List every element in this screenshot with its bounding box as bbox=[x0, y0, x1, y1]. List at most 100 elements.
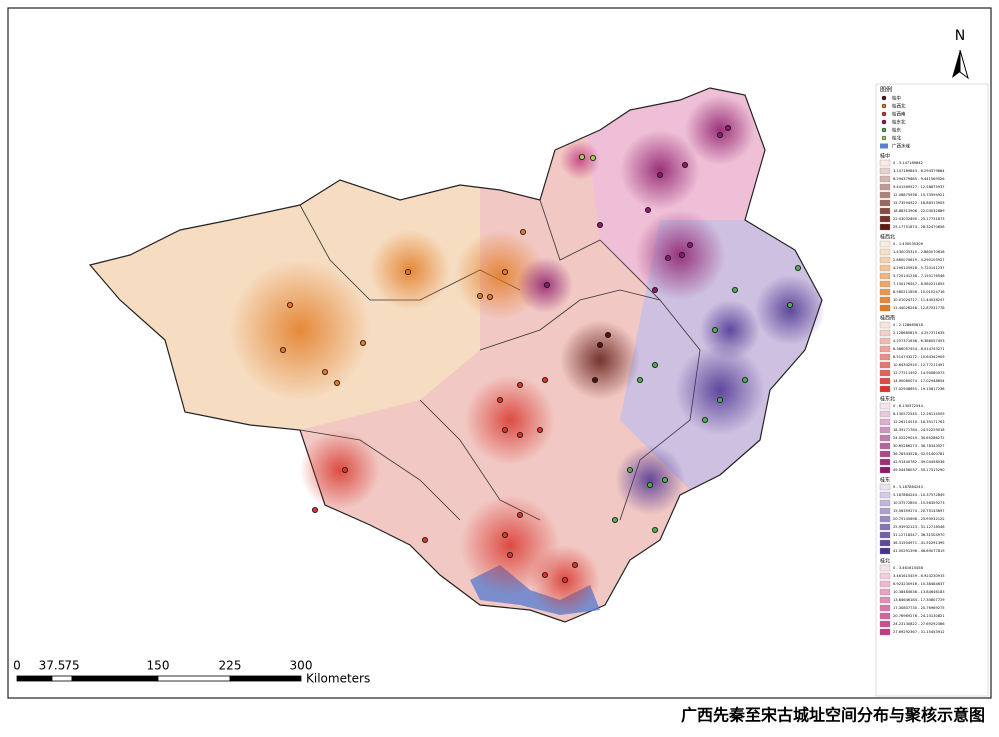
legend-symbol bbox=[881, 135, 887, 141]
legend-swatch bbox=[879, 418, 891, 426]
legend-swatch bbox=[879, 321, 891, 329]
legend-label: 桂中 bbox=[892, 95, 901, 102]
site-point bbox=[612, 517, 619, 524]
site-point bbox=[717, 131, 724, 138]
legend-label: 42.91400782 - 49.04458036 bbox=[893, 460, 945, 464]
legend-swatch bbox=[879, 159, 891, 167]
site-point bbox=[592, 376, 599, 383]
legend-label: 12.58875938 - 15.73594921 bbox=[893, 193, 945, 197]
legend-symbol bbox=[881, 111, 887, 117]
legend-swatch bbox=[879, 361, 891, 369]
legend-label: 24.23130822 - 27.69292366 bbox=[893, 622, 945, 626]
site-point bbox=[321, 368, 328, 375]
legend-swatch bbox=[879, 191, 891, 199]
legend-swatch bbox=[879, 547, 891, 555]
legend-swatch bbox=[879, 288, 891, 296]
legend-label: 6.294379685 - 9.441569526 bbox=[893, 177, 945, 181]
legend-swatch bbox=[879, 612, 891, 620]
site-point bbox=[742, 376, 749, 383]
site-point bbox=[665, 254, 672, 261]
legend-label: 2.860070619 - 4.290105927 bbox=[893, 258, 945, 262]
scale-segment bbox=[157, 675, 231, 682]
scale-label: 150 bbox=[147, 659, 170, 673]
legend-label: 6.130572545 - 12.26114509 bbox=[893, 412, 945, 416]
legend-label: 桂西南 bbox=[892, 111, 906, 118]
legend-label: 20.76969276 - 24.23130821 bbox=[893, 614, 945, 618]
legend-label: 桂西北 bbox=[892, 103, 906, 110]
north-arrow: N bbox=[952, 28, 969, 80]
legend-label: 1.430035310 - 2.860070618 bbox=[893, 250, 945, 254]
scale-segment bbox=[71, 675, 159, 682]
site-point bbox=[520, 228, 527, 235]
legend-label: 8.580211856 - 10.01024716 bbox=[893, 290, 945, 294]
legend-symbol bbox=[880, 143, 888, 149]
legend-label: 24.52229019 - 30.65286272 bbox=[893, 436, 945, 440]
site-point bbox=[795, 264, 802, 271]
site-point bbox=[679, 251, 686, 258]
legend-label: 9.441569527 - 12.58875937 bbox=[893, 185, 945, 189]
legend-label: 广西水域 bbox=[892, 143, 910, 150]
legend-label: 15.56359274 - 20.75145697 bbox=[893, 509, 945, 513]
site-point bbox=[506, 552, 513, 559]
legend-swatch bbox=[879, 402, 891, 410]
legend-label: 10.37572850 - 15.56359273 bbox=[893, 501, 945, 505]
caption: 广西先秦至宋古城址空间分布与聚核示意图 bbox=[681, 706, 985, 725]
legend-label: 22.03032890 - 25.17751873 bbox=[893, 217, 945, 221]
legend-frame bbox=[875, 83, 989, 697]
legend-swatch bbox=[879, 628, 891, 636]
scale-label: 0 bbox=[13, 659, 21, 673]
legend-swatch bbox=[879, 175, 891, 183]
legend-swatch bbox=[879, 353, 891, 361]
site-point bbox=[687, 241, 694, 248]
legend-swatch bbox=[879, 450, 891, 458]
legend-swatch bbox=[879, 369, 891, 377]
legend-swatch bbox=[879, 523, 891, 531]
site-point bbox=[517, 431, 524, 438]
legend-swatch bbox=[879, 580, 891, 588]
legend-label: 7.150176547 - 8.580211855 bbox=[893, 282, 945, 286]
site-point bbox=[787, 301, 794, 308]
density-blob bbox=[560, 140, 600, 180]
legend-swatch bbox=[879, 531, 891, 539]
legend-label: 31.12718547 - 36.31504970 bbox=[893, 533, 945, 537]
site-point bbox=[652, 527, 659, 534]
site-point bbox=[359, 339, 366, 346]
legend-label: 36.78343528 - 42.91400781 bbox=[893, 452, 945, 456]
site-point bbox=[486, 293, 493, 300]
legend-group-title: 桂东 bbox=[880, 477, 890, 484]
site-point bbox=[652, 361, 659, 368]
legend-group-title: 桂西南 bbox=[880, 315, 895, 322]
legend-group-title: 桂东北 bbox=[880, 396, 895, 403]
scale-label: 75 bbox=[64, 659, 79, 673]
site-point bbox=[542, 376, 549, 383]
legend-swatch bbox=[879, 604, 891, 612]
legend-label: 10.38484638 - 13.84646183 bbox=[893, 590, 945, 594]
legend-swatch bbox=[879, 491, 891, 499]
legend-swatch bbox=[879, 410, 891, 418]
site-point bbox=[341, 466, 348, 473]
legend-swatch bbox=[879, 507, 891, 515]
legend-label: 桂北 bbox=[892, 135, 901, 142]
legend-label: 0 - 6.130572544 bbox=[893, 404, 924, 408]
legend-label: 5.187864244 - 10.37572849 bbox=[893, 493, 945, 497]
legend-label: 18.39171764 - 24.52229018 bbox=[893, 428, 945, 432]
legend-symbol bbox=[881, 103, 887, 109]
site-point bbox=[517, 512, 524, 519]
legend-swatch bbox=[879, 596, 891, 604]
site-point bbox=[712, 326, 719, 333]
legend-swatch bbox=[879, 466, 891, 474]
legend-swatch bbox=[879, 620, 891, 628]
legend-group-title: 桂西北 bbox=[880, 234, 895, 241]
legend-label: 12.26114510 - 18.39171763 bbox=[893, 420, 945, 424]
site-point bbox=[311, 506, 318, 513]
site-point bbox=[637, 376, 644, 383]
site-point bbox=[542, 572, 549, 579]
density-blob bbox=[620, 130, 700, 210]
legend-swatch bbox=[879, 329, 891, 337]
site-point bbox=[517, 381, 524, 388]
legend-swatch bbox=[879, 434, 891, 442]
legend-label: 5.720141238 - 7.150176546 bbox=[893, 274, 945, 278]
site-point bbox=[286, 301, 293, 308]
site-point bbox=[597, 221, 604, 228]
